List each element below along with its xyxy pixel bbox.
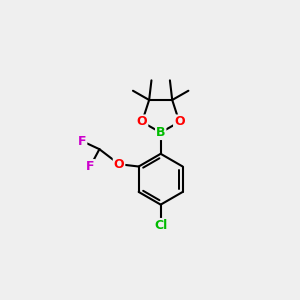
Text: O: O [137, 116, 147, 128]
Text: F: F [78, 135, 86, 148]
Text: F: F [86, 160, 94, 173]
Text: B: B [156, 126, 165, 139]
Text: O: O [114, 158, 124, 171]
Text: O: O [174, 116, 185, 128]
Text: Cl: Cl [154, 219, 167, 232]
